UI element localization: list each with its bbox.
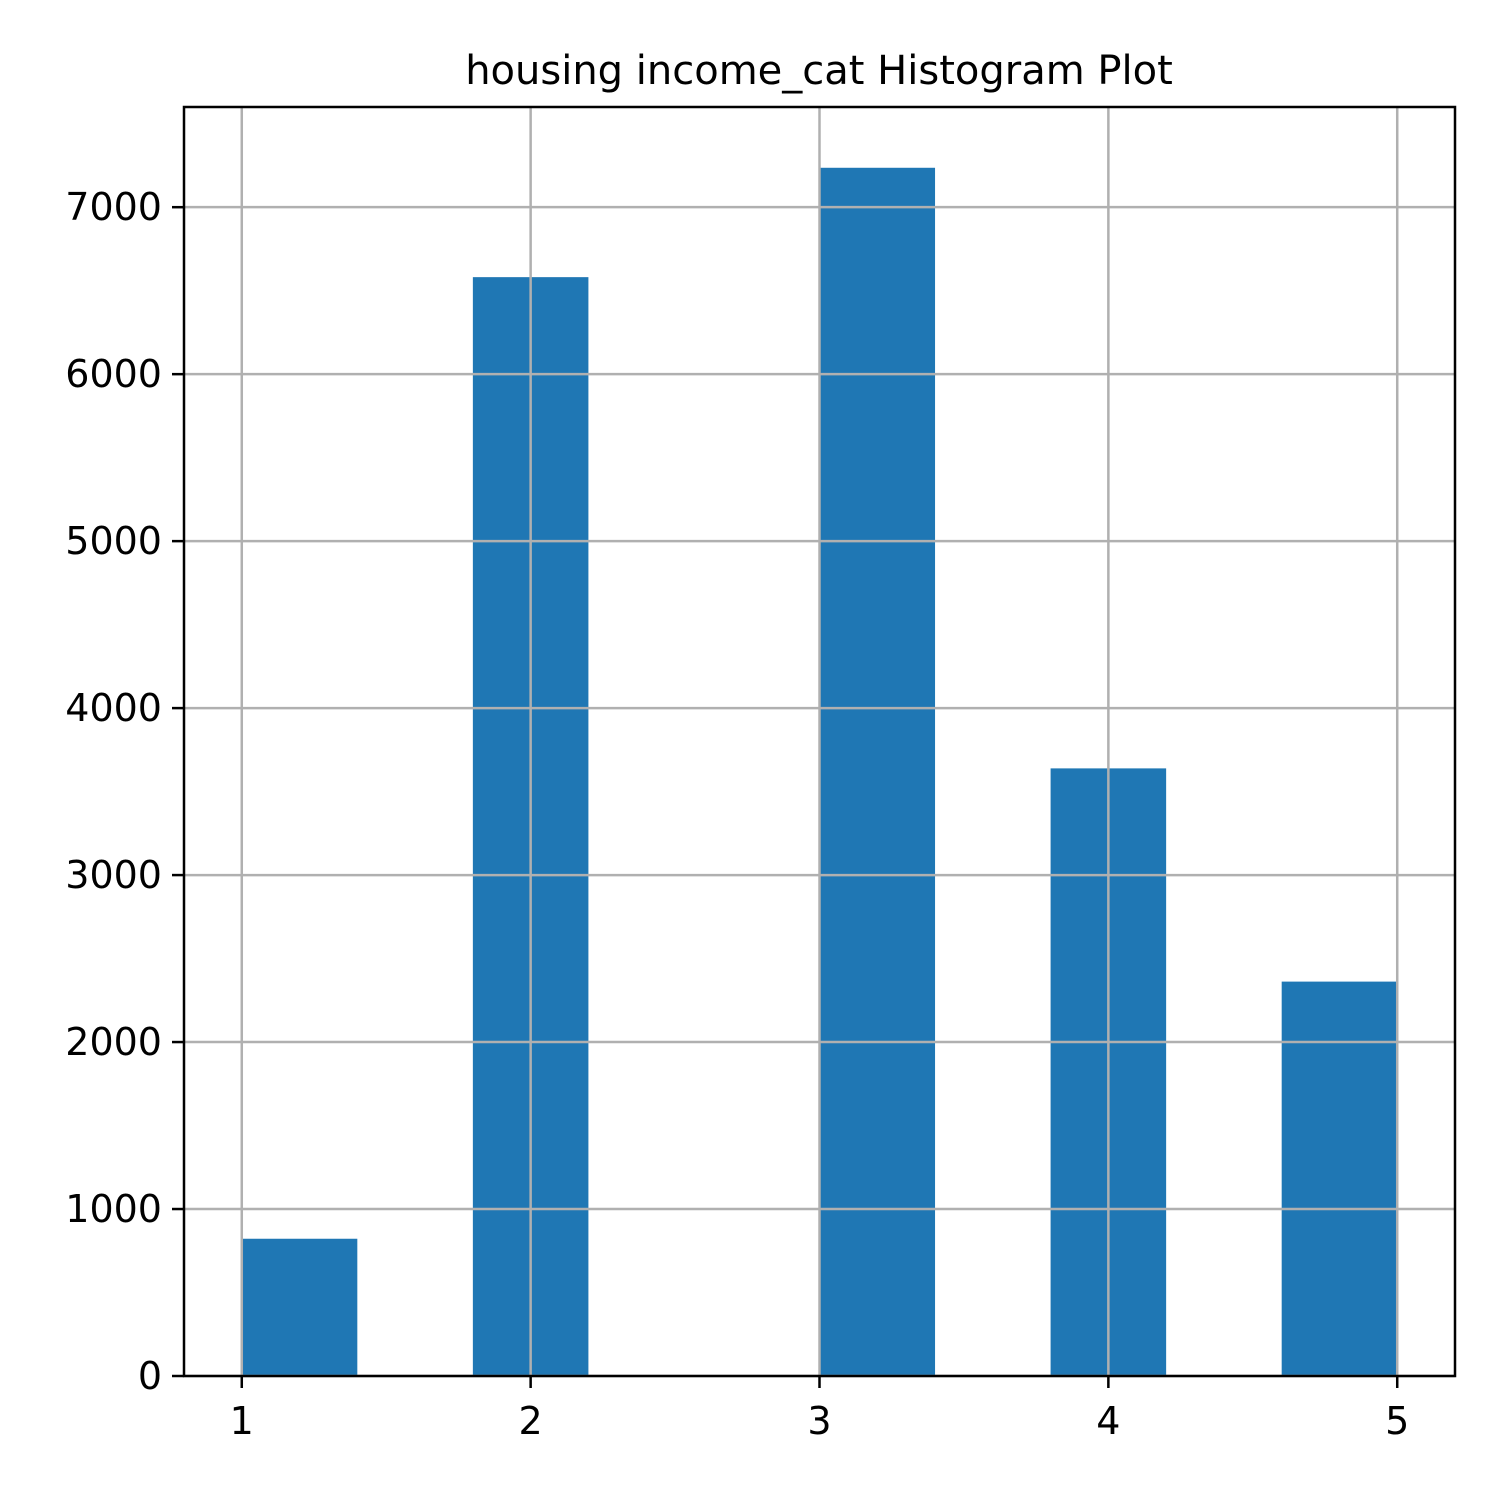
- y-tick-label: 1000: [65, 1187, 162, 1231]
- chart-title: housing income_cat Histogram Plot: [465, 48, 1173, 94]
- histogram-bar-5: [819, 167, 936, 1376]
- x-tick-label: 2: [519, 1399, 543, 1443]
- x-axis-ticks: 1 2 3 4 5: [230, 1376, 1409, 1443]
- y-tick-label: 5000: [65, 519, 162, 563]
- y-tick-label: 4000: [65, 686, 162, 730]
- y-tick-label: 7000: [65, 185, 162, 229]
- y-tick-label: 6000: [65, 352, 162, 396]
- y-tick-label: 0: [138, 1354, 162, 1398]
- x-tick-label: 4: [1096, 1399, 1120, 1443]
- y-tick-label: 2000: [65, 1020, 162, 1064]
- histogram-bar-0: [241, 1238, 358, 1376]
- x-tick-label: 5: [1385, 1399, 1409, 1443]
- y-axis-ticks: 0 1000 2000 3000 4000 5000 6000 7000: [65, 185, 184, 1398]
- plot-area: 1 2 3 4 5 0 1000 2000 3000 4000 5000 6000 7000: [65, 105, 1457, 1443]
- histogram-bar-9: [1281, 981, 1398, 1376]
- y-tick-label: 3000: [65, 853, 162, 897]
- x-tick-label: 3: [807, 1399, 831, 1443]
- x-tick-label: 1: [230, 1399, 254, 1443]
